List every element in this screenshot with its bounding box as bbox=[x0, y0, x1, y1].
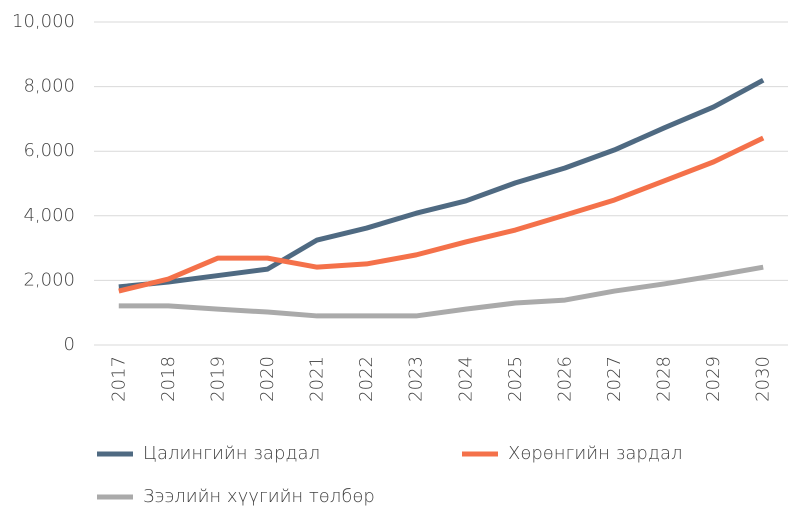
legend-label: Хөрөнгийн зардал bbox=[508, 443, 683, 464]
x-tick-label: 2022 bbox=[356, 356, 377, 402]
y-tick-label: 8,000 bbox=[23, 76, 75, 97]
line-series bbox=[118, 77, 765, 290]
x-tick-label: 2024 bbox=[455, 356, 476, 402]
x-tick-label: 2017 bbox=[108, 356, 129, 402]
x-tick-label: 2026 bbox=[554, 356, 575, 402]
x-tick-label: 2030 bbox=[753, 356, 774, 402]
x-tick-label: 2021 bbox=[307, 356, 328, 402]
x-tick-label: 2027 bbox=[604, 356, 625, 402]
line-series bbox=[118, 135, 765, 294]
x-tick-label: 2028 bbox=[654, 356, 675, 402]
x-tick-label: 2023 bbox=[406, 356, 427, 402]
x-tick-label: 2029 bbox=[703, 356, 724, 402]
y-tick-label: 2,000 bbox=[23, 269, 75, 290]
legend-label: Зээлийн хүүгийн төлбөр bbox=[143, 486, 375, 506]
y-tick-label: 6,000 bbox=[23, 140, 75, 161]
x-tick-label: 2018 bbox=[158, 356, 179, 402]
line-series bbox=[118, 264, 764, 319]
x-tick-label: 2025 bbox=[505, 356, 526, 402]
legend-label: Цалингийн зардал bbox=[143, 443, 320, 464]
x-tick-label: 2019 bbox=[207, 356, 228, 402]
y-tick-label: 4,000 bbox=[23, 205, 75, 226]
y-tick-label: 10,000 bbox=[12, 11, 75, 32]
x-tick-label: 2020 bbox=[257, 356, 278, 402]
y-tick-label: 0 bbox=[64, 334, 75, 355]
